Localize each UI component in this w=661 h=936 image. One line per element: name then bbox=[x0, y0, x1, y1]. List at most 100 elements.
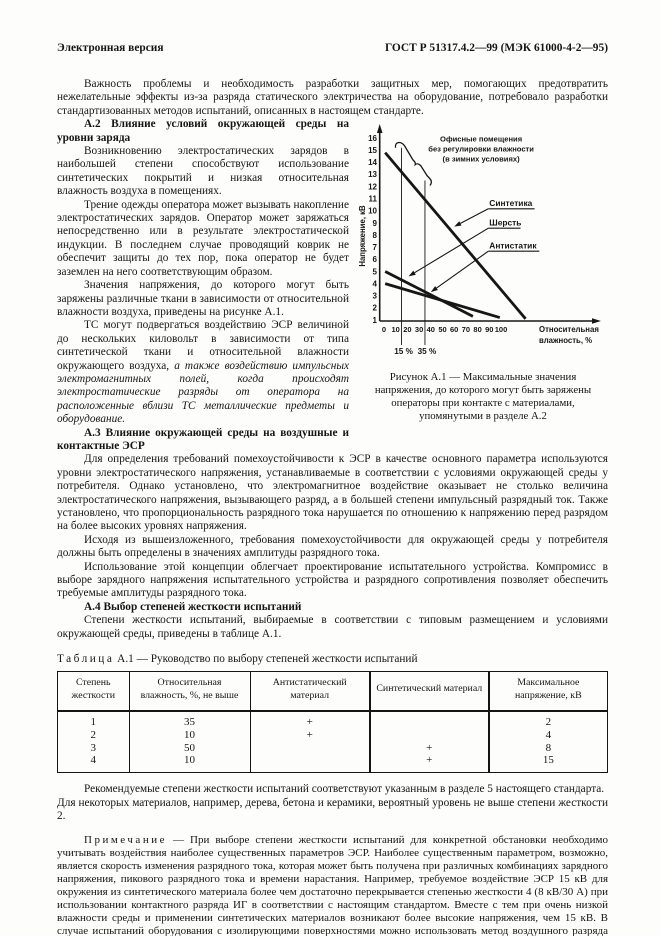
table-a1: Степень жесткости Относительная влажност… bbox=[57, 671, 608, 774]
table-a1-label-rest: А.1 — Руководство по выбору степеней жес… bbox=[117, 653, 418, 666]
section-a4-heading: А.4 Выбор степеней жесткости испытаний bbox=[84, 600, 302, 613]
header-standard-number: ГОСТ Р 51317.4.2—99 (МЭК 61000-4-2—95) bbox=[384, 42, 608, 54]
series-label-2: Антистатик bbox=[489, 241, 537, 251]
section-a2-heading: А.2 Влияние условий окружающей среды на … bbox=[57, 118, 349, 144]
after-table-paragraph-2: Для некоторых материалов, например, дере… bbox=[57, 796, 608, 823]
cell-max-voltage: 8 bbox=[487, 741, 608, 755]
x-tick-label: 60 bbox=[450, 325, 458, 334]
series-leader-line bbox=[414, 227, 489, 274]
series-label-0: Синтетика bbox=[489, 198, 532, 208]
cell-antistatic bbox=[249, 754, 370, 773]
note-text: — При выборе степени жесткости испытаний… bbox=[57, 834, 608, 936]
humidity-guide-label: 15 % bbox=[394, 347, 413, 356]
y-tick-label: 7 bbox=[373, 243, 378, 252]
office-annotation-line: (в зимних условиях) bbox=[443, 155, 521, 164]
series-line-0 bbox=[384, 151, 527, 320]
series-line-1 bbox=[384, 270, 474, 318]
cell-antistatic bbox=[249, 741, 370, 755]
table-row: 4 10 + 15 bbox=[58, 754, 608, 773]
table-row: 1 35 + 2 bbox=[58, 711, 608, 729]
series-leader-line bbox=[460, 208, 489, 225]
y-tick-label: 13 bbox=[368, 170, 377, 179]
office-range-brace bbox=[394, 142, 433, 187]
section-a2-paragraph-3: Значения напряжения, до которого могут б… bbox=[57, 279, 349, 318]
after-table-paragraph-1: Рекомендуемые степени жесткости испытани… bbox=[84, 783, 605, 796]
y-tick-label: 1 bbox=[373, 316, 378, 325]
col-header-severity: Степень жесткости bbox=[57, 671, 129, 713]
x-axis-title-line: Относительная bbox=[539, 325, 599, 334]
x-axis-arrow bbox=[592, 318, 601, 324]
cell-severity: 1 bbox=[90, 716, 97, 729]
section-a3-heading: А.3 Влияние окружающей среды на воздушны… bbox=[57, 426, 349, 452]
section-a3-paragraph-1: Для определения требований помехоустойчи… bbox=[57, 453, 608, 533]
col-header-humidity: Относительная влажность, %, не выше bbox=[128, 671, 250, 713]
note-paragraph: Примечание — При выборе степени жесткост… bbox=[57, 834, 608, 936]
section-a3-paragraph-2: Исходя из вышеизложенного, требования по… bbox=[57, 533, 608, 560]
series-leader-arrowhead bbox=[408, 270, 416, 277]
cell-max-voltage: 2 bbox=[487, 711, 608, 729]
y-tick-label: 5 bbox=[373, 267, 378, 276]
series-leader-arrowhead bbox=[454, 221, 462, 227]
cell-antistatic: + bbox=[249, 728, 370, 742]
y-tick-label: 8 bbox=[373, 231, 378, 240]
y-tick-label: 15 bbox=[368, 146, 377, 155]
x-tick-label: 0 bbox=[382, 325, 386, 334]
y-tick-label: 9 bbox=[373, 219, 378, 228]
x-tick-label: 70 bbox=[462, 325, 470, 334]
y-tick-label: 11 bbox=[369, 195, 378, 204]
x-tick-label: 80 bbox=[473, 325, 481, 334]
y-tick-label: 6 bbox=[373, 255, 378, 264]
header-left-label: Электронная версия bbox=[57, 42, 164, 54]
cell-max-voltage: 4 bbox=[487, 728, 608, 742]
figure-a1-caption: Рисунок А.1 — Максимальные значения напр… bbox=[374, 371, 592, 423]
section-a4-paragraph-1: Степени жесткости испытаний, выбираемые … bbox=[57, 614, 608, 640]
section-a2-paragraph-1: Возникновению электростатических зарядов… bbox=[57, 145, 349, 198]
col-header-synthetic: Синтетический материал bbox=[368, 671, 489, 713]
series-leader-line bbox=[436, 251, 489, 289]
x-tick-label: 20 bbox=[403, 325, 411, 334]
page-header: Электронная версия ГОСТ Р 51317.4.2—99 (… bbox=[57, 42, 608, 54]
col-header-max-voltage: Максимальное напряжение, кВ bbox=[487, 671, 608, 713]
a2-p4-italic-text: а также воздействию импульсных электрома… bbox=[57, 359, 349, 426]
y-tick-label: 16 bbox=[368, 134, 377, 143]
cell-humidity: 35 bbox=[128, 711, 250, 729]
y-tick-label: 10 bbox=[368, 207, 377, 216]
cell-synthetic: + bbox=[368, 754, 489, 773]
cell-humidity: 50 bbox=[128, 741, 250, 755]
cell-severity: 3 bbox=[90, 741, 97, 754]
section-a2-paragraph-4: ТС могут подвергаться воздействию ЭСР ве… bbox=[57, 319, 608, 426]
x-tick-label: 90 bbox=[485, 325, 493, 334]
cell-max-voltage: 15 bbox=[487, 754, 608, 773]
y-tick-label: 12 bbox=[368, 183, 377, 192]
y-tick-label: 14 bbox=[368, 158, 377, 167]
intro-paragraph: Важность проблемы и необходимость разраб… bbox=[57, 78, 608, 117]
y-axis-arrow bbox=[376, 124, 383, 134]
col-header-antistatic: Антистатический материал bbox=[249, 671, 370, 713]
humidity-guide-label: 35 % bbox=[418, 347, 437, 356]
y-tick-label: 2 bbox=[373, 304, 378, 313]
table-a1-label: Таблица А.1 — Руководство по выбору степ… bbox=[57, 653, 608, 665]
y-tick-label: 4 bbox=[373, 280, 378, 289]
table-row: 3 50 + 8 bbox=[58, 741, 608, 755]
series-label-1: Шерсть bbox=[489, 218, 521, 228]
table-a1-header-row: Степень жесткости Относительная влажност… bbox=[57, 671, 608, 713]
section-a2-paragraph-2: Трение одежды оператора может вызывать н… bbox=[57, 198, 349, 278]
series-line-2 bbox=[384, 282, 501, 320]
cell-synthetic bbox=[368, 711, 489, 729]
x-tick-label: 10 bbox=[392, 325, 400, 334]
table-row: 2 10 + 4 bbox=[58, 728, 608, 742]
cell-humidity: 10 bbox=[128, 754, 250, 773]
cell-antistatic: + bbox=[249, 711, 370, 729]
x-tick-label: 40 bbox=[427, 325, 435, 334]
office-annotation-line: Офисные помещения bbox=[440, 135, 522, 144]
x-tick-label: 30 bbox=[415, 325, 423, 334]
y-axis-title: Напряжение, кВ bbox=[358, 205, 367, 267]
figure-a1: 15 % 35 % Офисные помещения без регулировки… bbox=[358, 119, 608, 423]
cell-severity: 2 bbox=[90, 728, 97, 741]
x-axis-title-line: влажность, % bbox=[539, 336, 592, 345]
y-tick-label: 3 bbox=[373, 292, 378, 301]
table-a1-label-word: Таблица bbox=[57, 653, 115, 666]
x-tick-label: 50 bbox=[438, 325, 446, 334]
